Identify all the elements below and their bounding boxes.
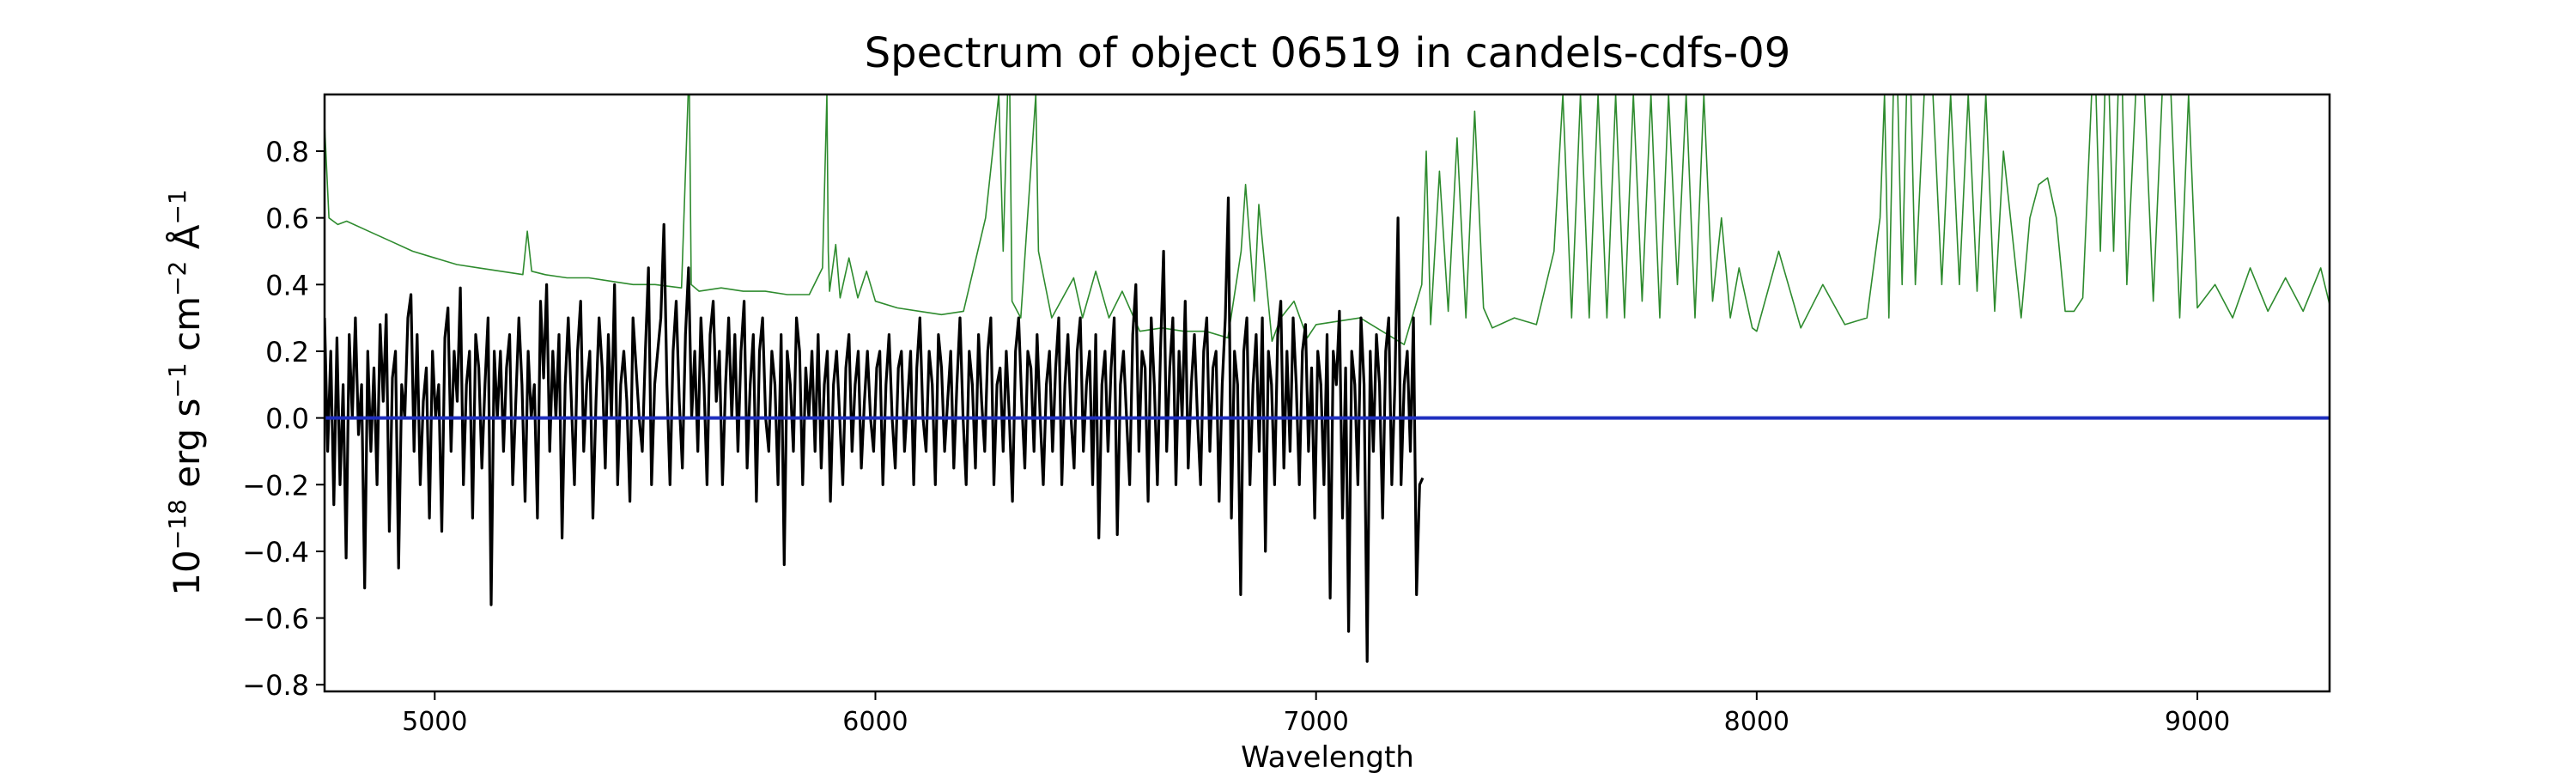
x-tick-label: 7000	[1283, 707, 1348, 737]
chart-title: Spectrum of object 06519 in candels-cdfs…	[865, 29, 1791, 77]
y-tick-label: −0.8	[242, 669, 309, 702]
y-tick-label: −0.4	[242, 536, 309, 569]
y-tick-label: 0.8	[265, 136, 309, 168]
x-axis-label: Wavelength	[1241, 740, 1414, 773]
plot-frame	[323, 93, 2331, 693]
y-tick-label: −0.6	[242, 603, 309, 636]
y-tick-label: 0.4	[265, 269, 309, 301]
x-tick-label: 9000	[2165, 707, 2230, 737]
x-tick-label: 6000	[842, 707, 908, 737]
series-layer	[325, 94, 2330, 663]
y-tick-label: 0.0	[265, 403, 309, 435]
y-axis: −0.8 −0.6 −0.4 −0.2 0.0 0.2 0.4 0.6 0.8	[242, 136, 325, 702]
series-line-spectrum	[325, 196, 1425, 663]
x-tick-label: 8000	[1724, 707, 1789, 737]
series-line-sky-noise	[325, 94, 2330, 346]
y-tick-label: 0.6	[265, 203, 309, 235]
y-axis-label: 10−18 erg s−1 cm−2 Å−1	[163, 189, 209, 595]
x-tick-label: 5000	[402, 707, 467, 737]
x-axis: 5000 6000 7000 8000 9000	[402, 691, 2230, 737]
y-tick-label: −0.2	[242, 469, 309, 502]
y-tick-label: 0.2	[265, 336, 309, 368]
